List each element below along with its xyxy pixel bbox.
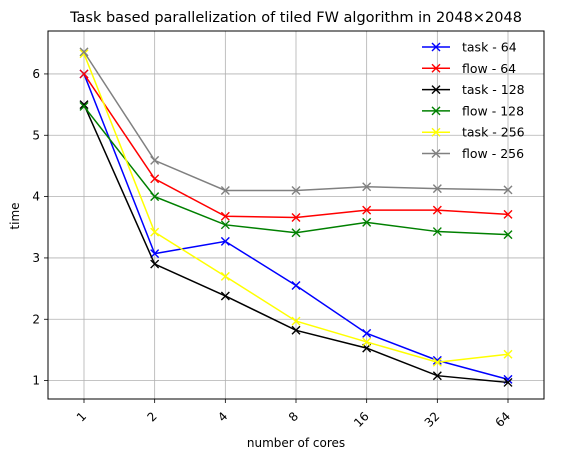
legend-marker <box>431 85 441 95</box>
legend-marker <box>431 63 441 73</box>
y-axis-label: time <box>8 202 22 229</box>
data-point <box>432 371 442 381</box>
data-point <box>362 328 372 338</box>
legend-label: flow - 64 <box>462 61 516 76</box>
legend-entry: flow - 256 <box>422 146 524 161</box>
x-axis-label: number of cores <box>247 436 345 450</box>
data-point <box>503 349 513 359</box>
data-point <box>150 155 160 165</box>
data-point <box>291 185 301 195</box>
series-task-128 <box>79 100 513 387</box>
legend-entry: flow - 64 <box>422 61 516 76</box>
data-point <box>79 69 89 79</box>
y-tick-label: 4 <box>32 190 40 204</box>
series-group <box>79 47 513 387</box>
data-point <box>362 217 372 227</box>
data-point <box>220 236 230 246</box>
legend-entry: task - 128 <box>422 82 525 97</box>
data-point <box>291 325 301 335</box>
legend: task - 64 flow - 64 task - 128 flow - 128 ta… <box>422 40 525 161</box>
x-tick-label: 16 <box>351 409 372 430</box>
data-point <box>503 209 513 219</box>
data-point <box>150 192 160 202</box>
legend-marker <box>431 149 441 158</box>
data-point <box>150 174 160 184</box>
data-point <box>432 184 442 194</box>
y-tick-label: 2 <box>32 312 40 326</box>
series-task-256 <box>79 49 513 367</box>
x-tick-label: 1 <box>74 409 89 424</box>
data-point <box>291 228 301 238</box>
data-point <box>503 230 513 240</box>
data-point <box>432 205 442 215</box>
legend-label: task - 64 <box>462 40 517 55</box>
chart-title: Task based parallelization of tiled FW a… <box>69 10 522 26</box>
legend-entry: task - 64 <box>422 40 517 55</box>
legend-marker <box>431 42 441 52</box>
data-point <box>79 101 89 111</box>
data-point <box>362 337 372 347</box>
data-point <box>503 185 513 195</box>
legend-entry: task - 256 <box>422 125 525 140</box>
y-tick-label: 5 <box>32 128 40 142</box>
data-point <box>220 211 230 221</box>
data-point <box>291 316 301 326</box>
legend-label: flow - 128 <box>462 103 524 118</box>
data-point <box>362 205 372 215</box>
data-point <box>220 291 230 301</box>
y-tick-label: 6 <box>32 67 40 81</box>
y-tick-label: 1 <box>32 374 40 388</box>
data-point <box>220 185 230 195</box>
data-point <box>220 271 230 281</box>
data-point <box>150 259 160 269</box>
x-tick-label: 4 <box>215 409 230 424</box>
data-point <box>432 357 442 367</box>
legend-label: flow - 256 <box>462 146 524 161</box>
legend-label: task - 128 <box>462 82 525 97</box>
data-point <box>432 227 442 237</box>
legend-entry: flow - 128 <box>422 103 524 118</box>
x-tick-label: 64 <box>492 409 513 430</box>
data-point <box>79 47 89 57</box>
x-tick-label: 32 <box>422 409 443 430</box>
data-point <box>220 220 230 230</box>
series-flow-256 <box>79 47 513 195</box>
grid <box>48 31 544 399</box>
data-point <box>503 377 513 387</box>
x-tick-label: 8 <box>286 409 301 424</box>
x-tick-label: 2 <box>144 409 159 424</box>
data-point <box>150 227 160 237</box>
data-point <box>362 182 372 192</box>
series-task-64 <box>79 69 513 384</box>
legend-marker <box>431 127 441 137</box>
data-point <box>432 355 442 365</box>
series-flow-128 <box>79 101 513 240</box>
series-flow-64 <box>79 69 513 222</box>
data-point <box>291 281 301 291</box>
y-tick-label: 3 <box>32 251 40 265</box>
data-point <box>291 212 301 222</box>
legend-label: task - 256 <box>462 125 525 140</box>
legend-marker <box>431 106 441 116</box>
data-point <box>79 100 89 110</box>
